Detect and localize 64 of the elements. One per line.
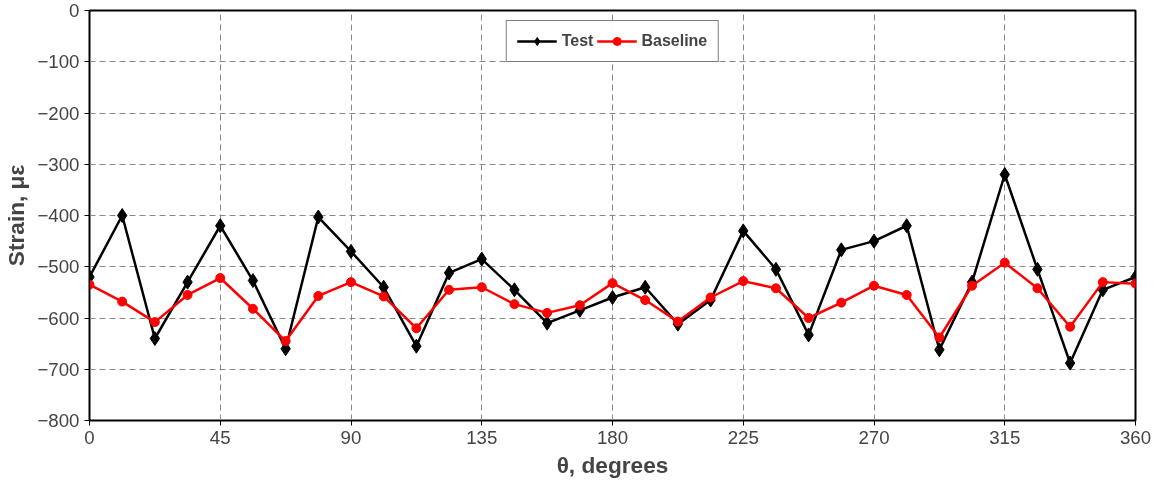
point: [345, 243, 357, 259]
point: [803, 313, 814, 323]
x-tick-label: 315: [989, 426, 1021, 448]
y-axis-title: Strain, με: [3, 164, 30, 267]
x-tick-label: 135: [466, 426, 498, 448]
point: [999, 257, 1010, 268]
point: [836, 297, 847, 308]
point: [247, 273, 259, 289]
point: [607, 278, 618, 289]
y-tick-label: −500: [37, 256, 80, 278]
y-tick-label: −200: [37, 102, 80, 124]
point: [117, 296, 128, 307]
point: [999, 167, 1010, 182]
point: [738, 276, 749, 287]
point: [770, 283, 781, 294]
point: [247, 303, 258, 314]
point: [705, 292, 716, 303]
point: [541, 315, 553, 331]
point: [868, 233, 880, 249]
point: [443, 265, 455, 281]
point: [444, 284, 455, 295]
point: [607, 290, 618, 305]
point: [967, 280, 978, 291]
point: [672, 316, 683, 327]
legend-label: Baseline: [641, 32, 708, 50]
x-tick-label: 90: [340, 426, 362, 448]
point: [117, 208, 128, 223]
point: [901, 289, 912, 300]
y-tick-label: 0: [69, 0, 80, 21]
y-tick-label: −100: [37, 51, 80, 73]
x-tick-label: 45: [209, 426, 231, 448]
point: [149, 317, 160, 328]
y-tick-label: −700: [37, 358, 80, 380]
x-tick-label: 270: [858, 426, 890, 448]
legend-label: Test: [561, 32, 594, 50]
point: [313, 290, 324, 301]
point: [770, 261, 782, 277]
y-tick-label: −600: [37, 307, 80, 329]
point: [378, 291, 389, 302]
y-tick-label: −400: [37, 205, 80, 226]
point: [149, 331, 161, 346]
point: [411, 323, 422, 334]
point: [574, 300, 585, 311]
x-tick-label: 180: [596, 426, 629, 448]
point: [934, 332, 945, 343]
point: [509, 299, 520, 310]
point: [542, 307, 553, 318]
point: [182, 289, 193, 300]
point: [1097, 277, 1108, 288]
point: [640, 295, 651, 306]
x-tick-label: 225: [727, 426, 759, 448]
point: [346, 277, 356, 288]
point: [476, 282, 487, 293]
x-axis-title: θ, degrees: [556, 451, 669, 478]
y-tick-label: −800: [37, 410, 80, 431]
point: [1032, 283, 1043, 294]
y-tick-label: −300: [37, 153, 80, 175]
point: [215, 273, 226, 284]
point: [1065, 321, 1076, 332]
x-tick-label: 360: [1119, 426, 1152, 448]
x-tick-label: 0: [84, 426, 95, 448]
point: [1064, 355, 1076, 371]
point: [869, 280, 879, 291]
point: [280, 336, 291, 347]
